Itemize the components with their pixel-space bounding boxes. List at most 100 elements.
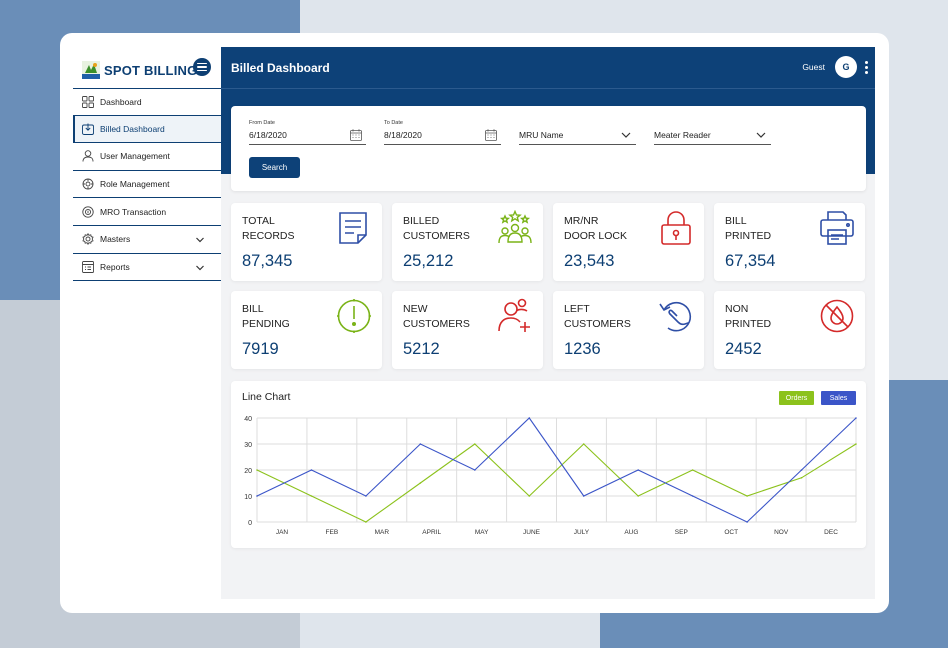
main-content: Billed Dashboard Guest G From Date 6/18/… [221,47,875,599]
from-date-field[interactable]: From Date 6/18/2020 [249,120,366,145]
logo: SPOT BILLING [82,59,212,81]
stat-label: BILL PENDING [242,303,290,330]
sidebar-item-billed-dashboard[interactable]: Billed Dashboard [73,115,221,144]
data-point-orders [691,469,694,471]
stat-label: NEW CUSTOMERS [403,303,470,330]
sidebar-item-mro-transaction[interactable]: MRO Transaction [73,198,221,226]
gear-icon [82,233,94,246]
avatar[interactable]: G [835,56,857,78]
mru-name-value: MRU Name [519,130,564,140]
data-point-orders [419,482,422,484]
user-menu: Guest G [802,56,869,78]
padlock-icon [661,211,691,245]
grid-icon [82,95,94,108]
left-customer-icon [659,301,692,332]
page-title: Billed Dashboard [231,61,330,75]
stat-card-non-printed: NON PRINTED 2452 [714,291,865,369]
x-tick-label: AUG [624,529,638,536]
sidebar-item-reports[interactable]: Reports [73,254,221,282]
x-tick-label: JULY [574,529,590,536]
line-chart: 0 10 20 30 40 JAN FEB MAR APRIL MAY JUNE JULY AUG SEP… [244,416,857,536]
to-date-value[interactable]: 8/18/2020 [384,130,422,140]
stat-label: MR/NR DOOR LOCK [564,215,628,242]
to-date-label: To Date [384,120,403,126]
data-point-orders [582,443,585,445]
stat-value: 67,354 [725,252,776,270]
stat-value: 1236 [564,340,601,358]
app-name: SPOT BILLING [104,62,198,78]
stat-card-left-customers: LEFT CUSTOMERS 1236 [553,291,704,369]
x-tick-label: JUNE [523,529,541,536]
data-point-sales [310,469,313,471]
line-chart-card: Line Chart Orders Sales 0 10 20 30 40 JAN FEB M… [231,381,866,548]
sidebar-item-label: User Management [100,151,170,162]
data-point-sales [691,495,694,497]
logo-icon [82,61,100,79]
chevron-down-icon [756,132,766,138]
y-tick-label: 10 [244,494,252,501]
data-point-orders [637,495,639,497]
sidebar-item-label: Masters [100,234,131,245]
sidebar-item-user-management[interactable]: User Management [73,143,221,171]
user-name: Guest [802,62,825,72]
data-point-sales [800,469,803,471]
data-point-sales [746,521,748,523]
add-user-icon [498,298,530,332]
from-date-value[interactable]: 6/18/2020 [249,130,287,140]
stat-value: 2452 [725,340,762,358]
data-point-sales [855,417,857,419]
meter-reader-select[interactable]: Meater Reader [654,120,771,145]
stat-value: 23,543 [564,252,615,270]
stat-value: 87,345 [242,252,293,270]
data-point-orders [365,521,367,523]
sidebar-item-role-management[interactable]: Role Management [73,171,221,199]
legend-sales[interactable]: Sales [821,391,856,405]
calendar-icon[interactable] [350,129,362,141]
sidebar-item-masters[interactable]: Masters [73,226,221,254]
legend-orders[interactable]: Orders [779,391,814,405]
pending-clock-icon [337,299,371,333]
series-line-sales [256,417,857,523]
customers-stars-icon [498,210,532,244]
meter-reader-value: Meater Reader [654,130,711,140]
x-tick-label: MAY [475,529,489,536]
from-date-label: From Date [249,120,275,126]
search-button[interactable]: Search [249,157,300,178]
stat-value: 5212 [403,340,440,358]
menu-toggle-button[interactable] [193,58,211,76]
role-gear-icon [82,178,94,190]
download-icon [82,123,94,135]
printer-icon [820,211,854,245]
header-divider [221,88,875,89]
stat-label: LEFT CUSTOMERS [564,303,631,330]
chevron-down-icon [621,132,631,138]
report-icon [82,260,94,273]
stat-card-door-lock: MR/NR DOOR LOCK 23,543 [553,203,704,281]
data-point-orders [528,495,531,497]
data-point-sales [365,495,367,497]
stat-card-bill-pending: BILL PENDING 7919 [231,291,382,369]
x-tick-label: SEP [675,529,688,536]
no-print-icon [820,299,854,333]
stat-card-total-records: TOTAL RECORDS 87,345 [231,203,382,281]
mru-name-select[interactable]: MRU Name [519,120,636,145]
chevron-down-icon[interactable] [195,263,205,273]
to-date-field[interactable]: To Date 8/18/2020 [384,120,501,145]
more-options-icon[interactable] [865,60,869,74]
sidebar-item-label: Billed Dashboard [100,123,165,134]
data-point-orders [474,443,476,445]
stat-label: TOTAL RECORDS [242,215,295,242]
data-point-sales [637,469,639,471]
chevron-down-icon[interactable] [195,235,205,245]
document-icon [339,212,367,244]
calendar-icon[interactable] [485,129,497,141]
app-window: SPOT BILLING Dashboard Billed Dashboard [60,33,889,613]
data-point-sales [582,495,585,497]
series-line-orders [256,443,857,523]
sidebar-item-dashboard[interactable]: Dashboard [73,88,221,116]
y-tick-label: 0 [248,520,252,527]
stat-label: NON PRINTED [725,303,772,330]
sidebar-item-label: Dashboard [100,96,142,107]
data-point-sales [419,443,422,445]
sidebar-item-label: MRO Transaction [100,206,167,217]
